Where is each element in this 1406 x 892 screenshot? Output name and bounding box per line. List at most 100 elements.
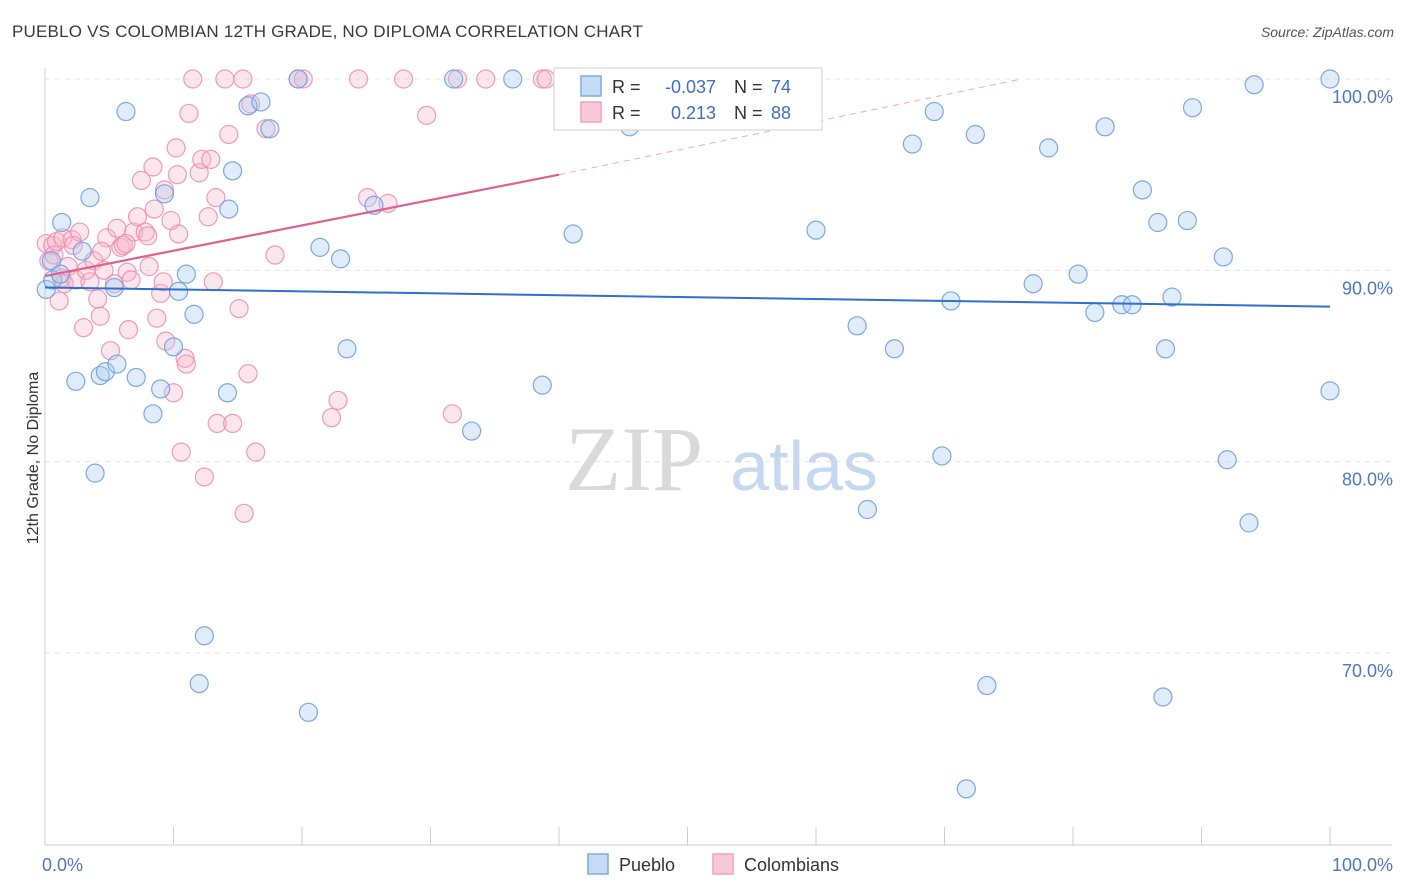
pueblo-r-value: -0.037 bbox=[665, 77, 716, 97]
pueblo-point bbox=[956, 779, 976, 799]
pueblo-point bbox=[184, 304, 204, 324]
colombians-point bbox=[219, 124, 239, 145]
pueblo-point bbox=[219, 199, 239, 219]
axes bbox=[44, 68, 1392, 846]
pueblo-point bbox=[251, 92, 271, 112]
pueblo-point bbox=[189, 674, 209, 694]
legend-pueblo-swatch bbox=[587, 853, 609, 875]
pueblo-point bbox=[260, 119, 280, 139]
pueblo-point bbox=[116, 101, 136, 122]
pueblo-point bbox=[444, 69, 464, 89]
colombians-point bbox=[138, 226, 158, 246]
colombians-point bbox=[163, 383, 184, 403]
colombians-point bbox=[156, 331, 176, 351]
pueblo-point bbox=[126, 367, 146, 388]
pueblo-point bbox=[1148, 212, 1168, 233]
colombians-stats-swatch bbox=[580, 101, 602, 123]
pueblo-point bbox=[330, 249, 351, 269]
pueblo-n-value: 74 bbox=[771, 77, 791, 97]
y-tick-label: 100.0% bbox=[1332, 87, 1393, 107]
colombians-point bbox=[91, 241, 112, 261]
colombians-point bbox=[223, 413, 243, 433]
legend-colombians-swatch bbox=[712, 853, 734, 875]
pueblo-point bbox=[977, 675, 997, 696]
colombians-point bbox=[246, 442, 266, 462]
colombians-point bbox=[147, 308, 167, 328]
pueblo-point bbox=[163, 337, 184, 357]
pueblo-point bbox=[1095, 117, 1115, 137]
pueblo-point bbox=[151, 379, 171, 399]
pueblo-point bbox=[1132, 180, 1152, 200]
watermark-atlas: atlas bbox=[730, 427, 878, 505]
pueblo-point bbox=[66, 371, 86, 391]
colombians-point bbox=[169, 224, 189, 244]
bottom-legend: Pueblo Colombians bbox=[587, 853, 839, 875]
colombians-r-value: 0.213 bbox=[671, 103, 716, 123]
pueblo-point bbox=[503, 69, 523, 89]
colombians-point bbox=[393, 69, 414, 89]
pueblo-point bbox=[1162, 287, 1182, 307]
colombians-point bbox=[203, 272, 223, 292]
colombians-point bbox=[201, 149, 221, 169]
colombians-point bbox=[442, 404, 462, 424]
colombians-point bbox=[121, 270, 141, 290]
pueblo-point bbox=[217, 383, 238, 403]
colombians-point bbox=[166, 138, 186, 158]
colombians-n-value: 88 bbox=[771, 103, 791, 123]
pueblo-point bbox=[965, 124, 985, 145]
pueblo-point bbox=[806, 220, 826, 240]
colombians-point bbox=[536, 69, 556, 89]
colombians-point bbox=[124, 222, 144, 242]
pueblo-point bbox=[1038, 138, 1059, 158]
pueblo-point bbox=[1068, 264, 1088, 284]
pueblo-point bbox=[1177, 210, 1197, 231]
legend-colombians-label: Colombians bbox=[744, 855, 839, 875]
pueblo-point bbox=[1239, 513, 1259, 533]
pueblo-point bbox=[1023, 274, 1043, 294]
pueblo-point bbox=[462, 421, 482, 441]
colombians-point bbox=[118, 320, 139, 340]
pueblo-point bbox=[1320, 69, 1340, 89]
pueblo-point bbox=[1244, 75, 1264, 95]
y-tick-label: 80.0% bbox=[1342, 470, 1393, 490]
pueblo-point bbox=[924, 101, 944, 122]
colombians-point bbox=[215, 69, 235, 89]
y-axis-title: 12th Grade, No Diploma bbox=[25, 372, 42, 545]
watermark-zip: ZIP bbox=[565, 408, 703, 510]
colombians-point bbox=[153, 272, 173, 292]
colombians-point bbox=[49, 291, 69, 311]
colombians-point bbox=[348, 69, 369, 89]
colombians-point bbox=[116, 233, 136, 254]
pueblo-point bbox=[1217, 450, 1237, 470]
tick-labels: 70.0% 80.0% 90.0% 100.0% 0.0% 100.0% bbox=[42, 87, 1393, 875]
pueblo-point bbox=[857, 499, 878, 520]
x-tick-label: 0.0% bbox=[42, 855, 83, 875]
colombians-point bbox=[80, 272, 100, 292]
pueblo-point bbox=[169, 281, 189, 301]
pueblo-point bbox=[298, 702, 319, 722]
chart-title: PUEBLO VS COLOMBIAN 12TH GRADE, NO DIPLO… bbox=[12, 22, 644, 41]
colombians-point bbox=[43, 235, 63, 256]
pueblo-point bbox=[1155, 339, 1176, 359]
colombians-r-label: R = bbox=[612, 103, 641, 123]
colombians-point bbox=[90, 306, 110, 326]
colombians-point bbox=[175, 348, 195, 368]
colombians-point bbox=[131, 170, 151, 191]
colombians-point bbox=[206, 188, 226, 208]
pueblo-point bbox=[80, 188, 100, 208]
colombians-point bbox=[167, 165, 187, 185]
pueblo-point bbox=[72, 241, 92, 261]
colombians-point bbox=[179, 103, 199, 124]
colombians-points bbox=[36, 69, 556, 523]
colombians-point bbox=[194, 467, 214, 487]
colombians-trend-line bbox=[44, 173, 560, 278]
colombians-point bbox=[293, 69, 313, 89]
colombians-point bbox=[234, 503, 254, 523]
pueblo-point bbox=[1320, 381, 1340, 401]
pueblo-point bbox=[847, 316, 867, 336]
pueblo-point bbox=[36, 279, 56, 300]
grid-lines bbox=[45, 78, 1392, 654]
watermark: ZIP atlas bbox=[565, 408, 878, 510]
colombians-point bbox=[321, 408, 342, 428]
colombians-point bbox=[238, 364, 258, 384]
